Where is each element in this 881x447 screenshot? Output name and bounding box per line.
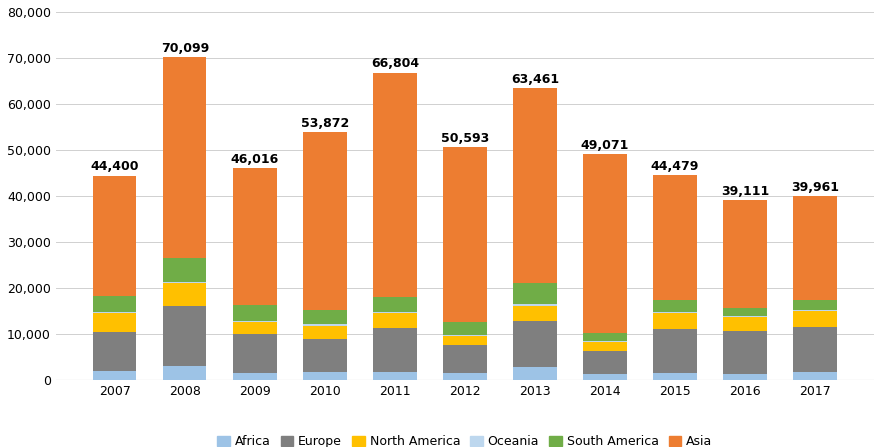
Bar <box>794 327 837 372</box>
Bar <box>303 324 346 326</box>
Bar <box>233 168 277 305</box>
Text: 39,961: 39,961 <box>791 181 839 194</box>
Bar <box>93 176 137 296</box>
Bar <box>443 335 486 336</box>
Bar <box>654 175 697 300</box>
Bar <box>374 371 417 380</box>
Bar <box>163 366 206 380</box>
Bar <box>654 312 697 313</box>
Text: 66,804: 66,804 <box>371 57 419 70</box>
Bar <box>303 339 346 371</box>
Bar <box>163 58 206 257</box>
Text: 63,461: 63,461 <box>511 73 559 86</box>
Bar <box>233 305 277 321</box>
Bar <box>794 372 837 380</box>
Legend: Africa, Europe, North America, Oceania, South America, Asia: Africa, Europe, North America, Oceania, … <box>212 430 717 447</box>
Bar <box>794 196 837 300</box>
Bar <box>303 371 346 380</box>
Bar <box>583 341 626 342</box>
Bar <box>443 336 486 346</box>
Bar <box>514 321 557 367</box>
Bar <box>514 306 557 321</box>
Bar <box>583 351 626 375</box>
Bar <box>233 373 277 380</box>
Bar <box>794 310 837 311</box>
Bar <box>723 200 766 308</box>
Bar <box>443 147 486 322</box>
Bar <box>93 332 137 371</box>
Bar <box>794 300 837 310</box>
Bar <box>583 375 626 380</box>
Bar <box>303 326 346 339</box>
Bar <box>93 296 137 312</box>
Bar <box>163 257 206 282</box>
Bar <box>163 283 206 306</box>
Bar <box>723 374 766 380</box>
Bar <box>374 297 417 312</box>
Bar <box>163 282 206 283</box>
Bar <box>583 333 626 341</box>
Text: 46,016: 46,016 <box>231 153 279 166</box>
Text: 53,872: 53,872 <box>300 117 349 130</box>
Bar <box>303 132 346 311</box>
Bar <box>233 322 277 334</box>
Bar <box>443 373 486 380</box>
Text: 49,071: 49,071 <box>581 139 629 152</box>
Text: 44,479: 44,479 <box>651 160 700 173</box>
Text: 44,400: 44,400 <box>91 160 139 173</box>
Bar <box>163 306 206 366</box>
Bar <box>723 317 766 331</box>
Bar <box>374 328 417 371</box>
Bar <box>93 313 137 332</box>
Bar <box>654 300 697 312</box>
Bar <box>583 154 626 333</box>
Bar <box>654 329 697 373</box>
Bar <box>374 312 417 313</box>
Bar <box>723 331 766 374</box>
Bar <box>443 322 486 335</box>
Text: 70,099: 70,099 <box>160 42 209 55</box>
Bar <box>514 283 557 304</box>
Bar <box>303 311 346 324</box>
Bar <box>514 304 557 306</box>
Bar <box>514 88 557 283</box>
Text: 50,593: 50,593 <box>440 132 489 145</box>
Bar <box>723 308 766 316</box>
Bar <box>723 316 766 317</box>
Bar <box>654 313 697 329</box>
Bar <box>654 373 697 380</box>
Bar <box>374 313 417 328</box>
Bar <box>514 367 557 380</box>
Text: 39,111: 39,111 <box>721 185 769 198</box>
Bar <box>93 371 137 380</box>
Bar <box>93 312 137 313</box>
Bar <box>233 334 277 373</box>
Bar <box>583 342 626 351</box>
Bar <box>443 346 486 373</box>
Bar <box>233 321 277 322</box>
Bar <box>794 311 837 327</box>
Bar <box>374 73 417 297</box>
